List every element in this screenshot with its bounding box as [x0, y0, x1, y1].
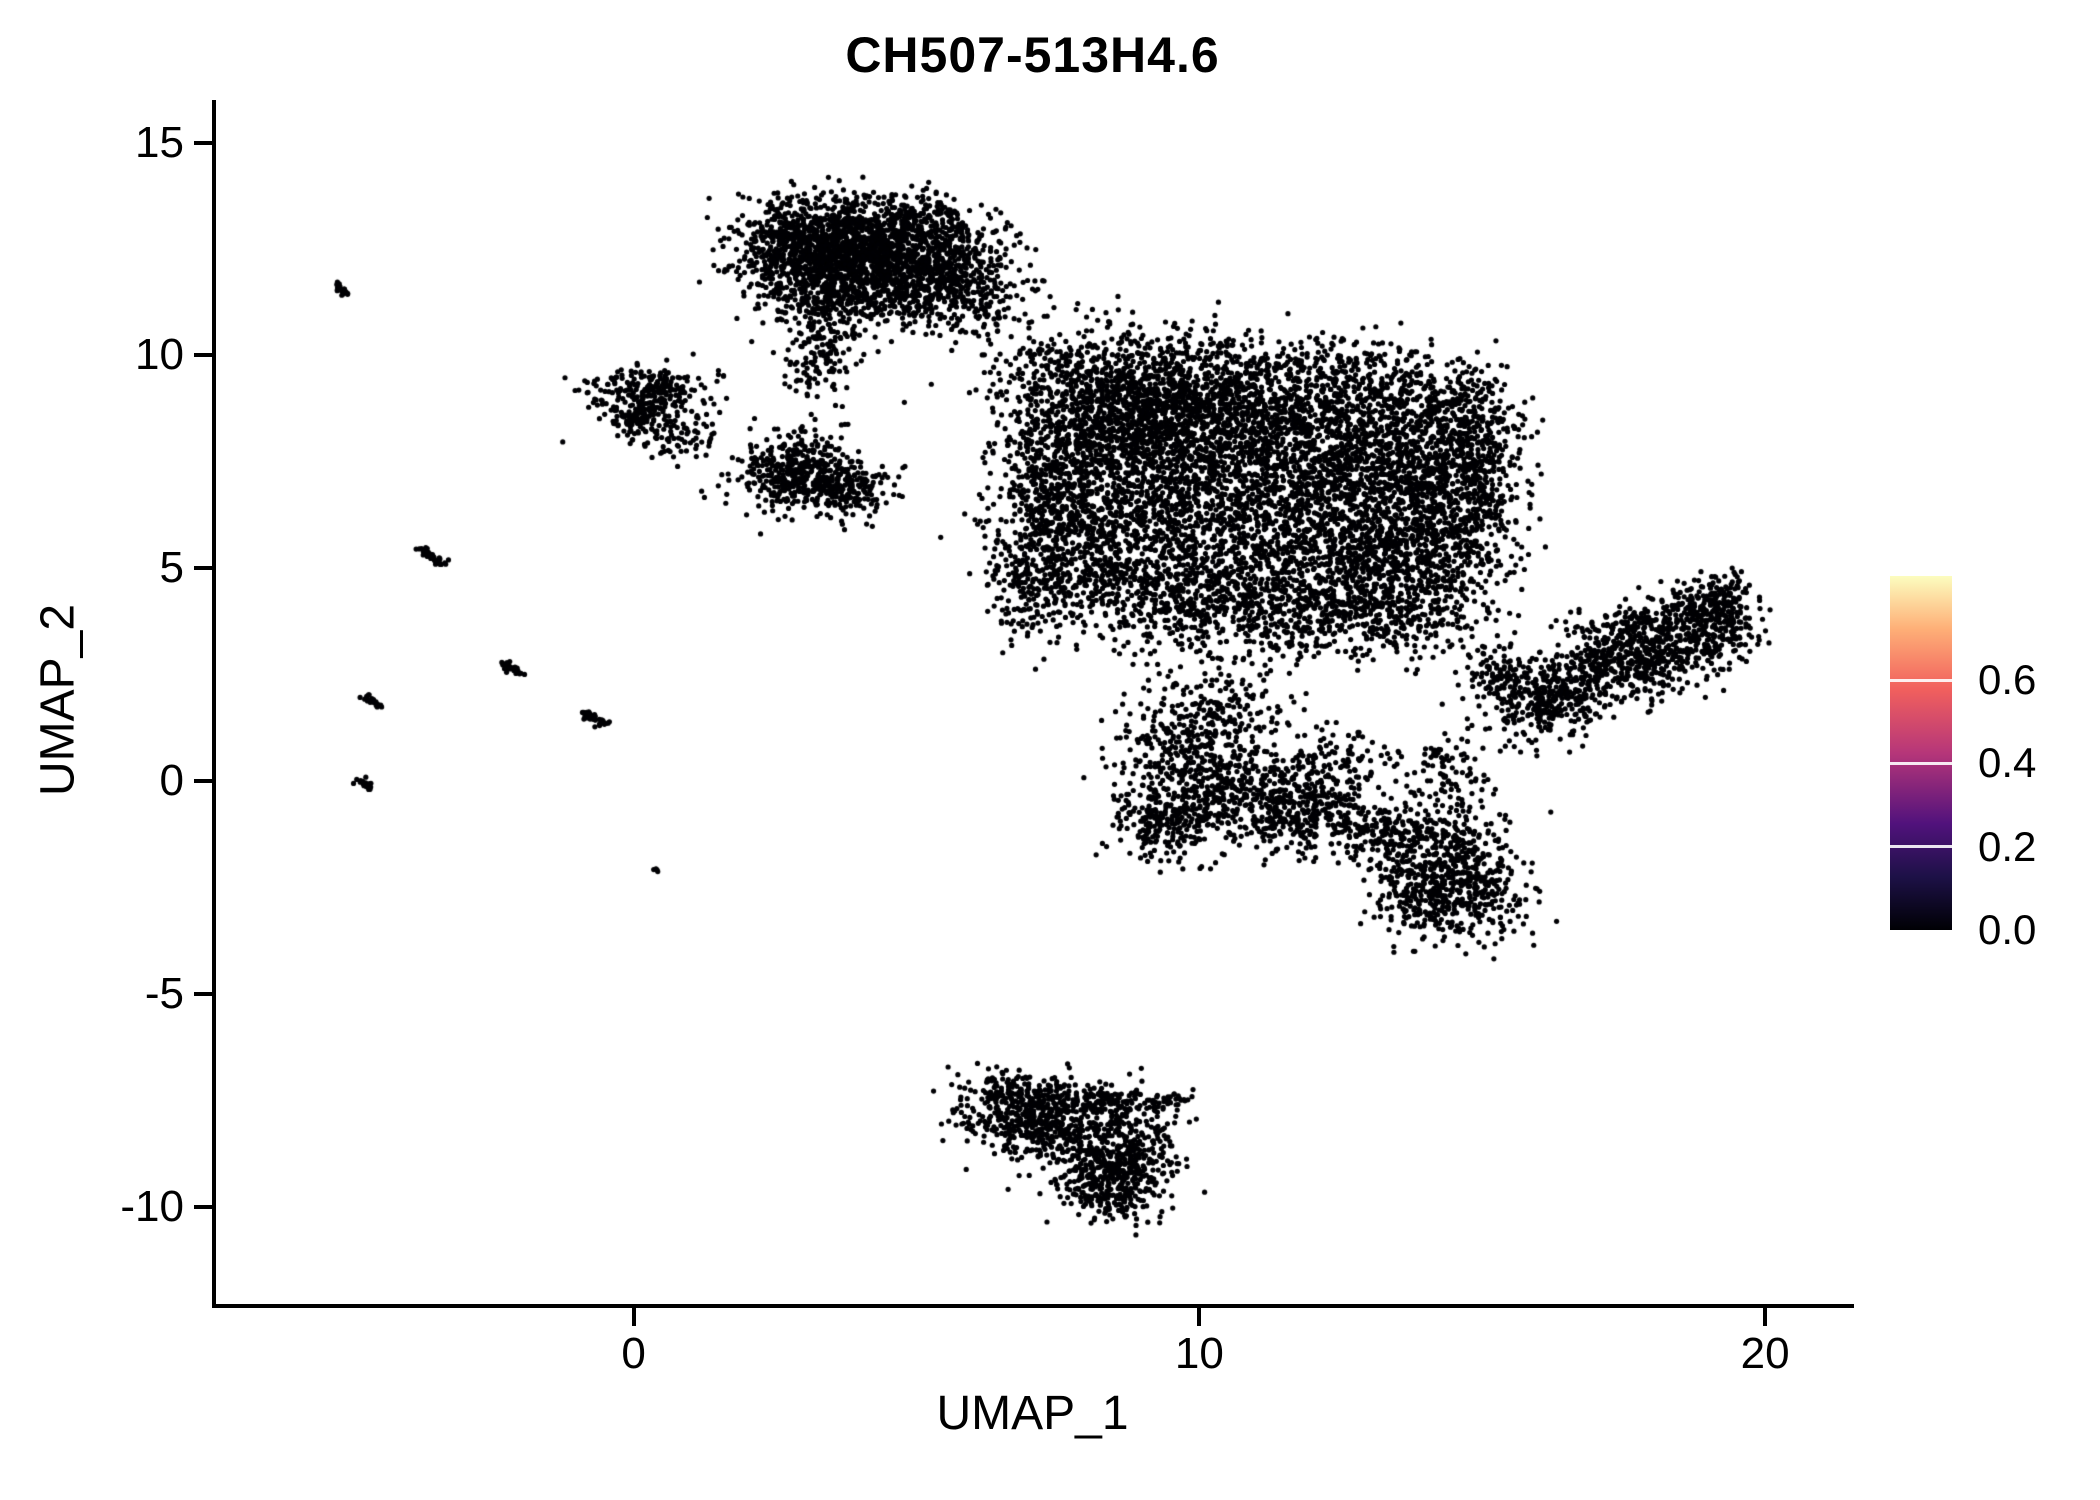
x-axis-line — [212, 1304, 1854, 1308]
colorbar-gradient — [1890, 576, 1952, 930]
x-axis-label: UMAP_1 — [936, 1387, 1129, 1440]
y-tick-mark — [194, 1205, 212, 1210]
colorbar-tick-mark — [1890, 678, 1952, 682]
y-tick-mark — [194, 140, 212, 145]
y-tick-label: -5 — [144, 969, 184, 1019]
y-tick-label: 10 — [135, 330, 184, 380]
y-axis-line — [212, 100, 216, 1308]
y-tick-mark — [194, 779, 212, 784]
x-tick-mark — [631, 1308, 636, 1326]
colorbar-legend: 0.6 0.4 0.2 0.0 — [1890, 576, 2036, 953]
x-tick-mark — [1197, 1308, 1202, 1326]
y-tick-label: -10 — [120, 1182, 184, 1232]
chart-title: CH507-513H4.6 — [845, 27, 1220, 83]
x-tick-label: 0 — [621, 1329, 646, 1378]
colorbar-tick-mark — [1890, 761, 1952, 765]
colorbar-tick-label: 0.2 — [1978, 822, 2037, 870]
y-tick-mark — [194, 566, 212, 571]
y-tick-label: 5 — [159, 543, 184, 593]
y-tick-mark — [194, 992, 212, 997]
colorbar-tick-label: 0.6 — [1978, 656, 2037, 704]
x-tick-mark — [1763, 1308, 1768, 1326]
x-tick-label: 20 — [1740, 1329, 1790, 1378]
colorbar-tick-label: 0.0 — [1978, 906, 2037, 953]
y-tick-mark — [194, 353, 212, 358]
x-tick-label: 10 — [1174, 1329, 1224, 1378]
colorbar-tick-label: 0.4 — [1978, 739, 2037, 787]
y-tick-label: 0 — [159, 756, 184, 806]
colorbar-tick-mark — [1890, 845, 1952, 849]
y-tick-label: 15 — [135, 117, 184, 167]
